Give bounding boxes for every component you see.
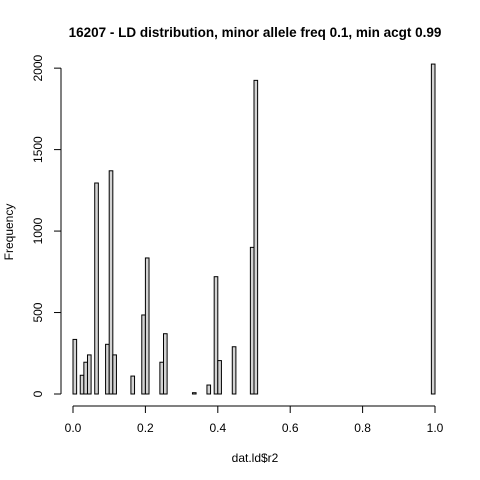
histogram-bar xyxy=(105,343,110,395)
histogram-bar xyxy=(249,246,255,395)
histogram-bar xyxy=(163,333,168,395)
x-tick-label: 1.0 xyxy=(427,421,444,435)
histogram-bar xyxy=(231,346,237,395)
x-axis: 0.0 0.2 0.4 0.6 0.8 1.0 xyxy=(65,405,444,435)
histogram-bar xyxy=(72,338,78,395)
histogram-bar xyxy=(191,392,197,395)
histogram-bar xyxy=(94,182,99,395)
y-tick-label: 1500 xyxy=(31,136,45,163)
y-tick-label: 500 xyxy=(31,302,45,322)
x-tick-label: 0.4 xyxy=(209,421,226,435)
histogram-bar xyxy=(217,360,222,395)
x-tick-label: 0.0 xyxy=(65,421,82,435)
chart-title: 16207 - LD distribution, minor allele fr… xyxy=(69,25,442,40)
y-axis-label: Frequency xyxy=(2,204,16,261)
bars-group xyxy=(72,63,436,395)
x-axis-label: dat.ld$r2 xyxy=(232,451,279,465)
histogram-bar xyxy=(213,276,219,395)
x-tick-label: 0.6 xyxy=(282,421,299,435)
y-axis: 0 500 1000 1500 2000 xyxy=(31,54,62,397)
histogram-bar xyxy=(159,361,165,395)
y-tick-label: 1000 xyxy=(31,217,45,244)
histogram-bar xyxy=(141,314,146,395)
histogram-bar xyxy=(112,354,117,395)
y-tick-label: 0 xyxy=(31,390,45,397)
x-tick-label: 0.2 xyxy=(137,421,154,435)
histogram-bar xyxy=(79,374,85,395)
y-tick-label: 2000 xyxy=(31,54,45,81)
histogram-bar xyxy=(108,170,114,395)
histogram-bar xyxy=(83,361,88,395)
histogram-bar xyxy=(144,257,150,395)
histogram-bar xyxy=(206,384,212,395)
histogram-bar xyxy=(430,63,436,395)
histogram-bar xyxy=(130,375,136,395)
histogram-bar xyxy=(253,79,259,395)
histogram-bar xyxy=(86,354,92,395)
x-tick-label: 0.8 xyxy=(354,421,371,435)
